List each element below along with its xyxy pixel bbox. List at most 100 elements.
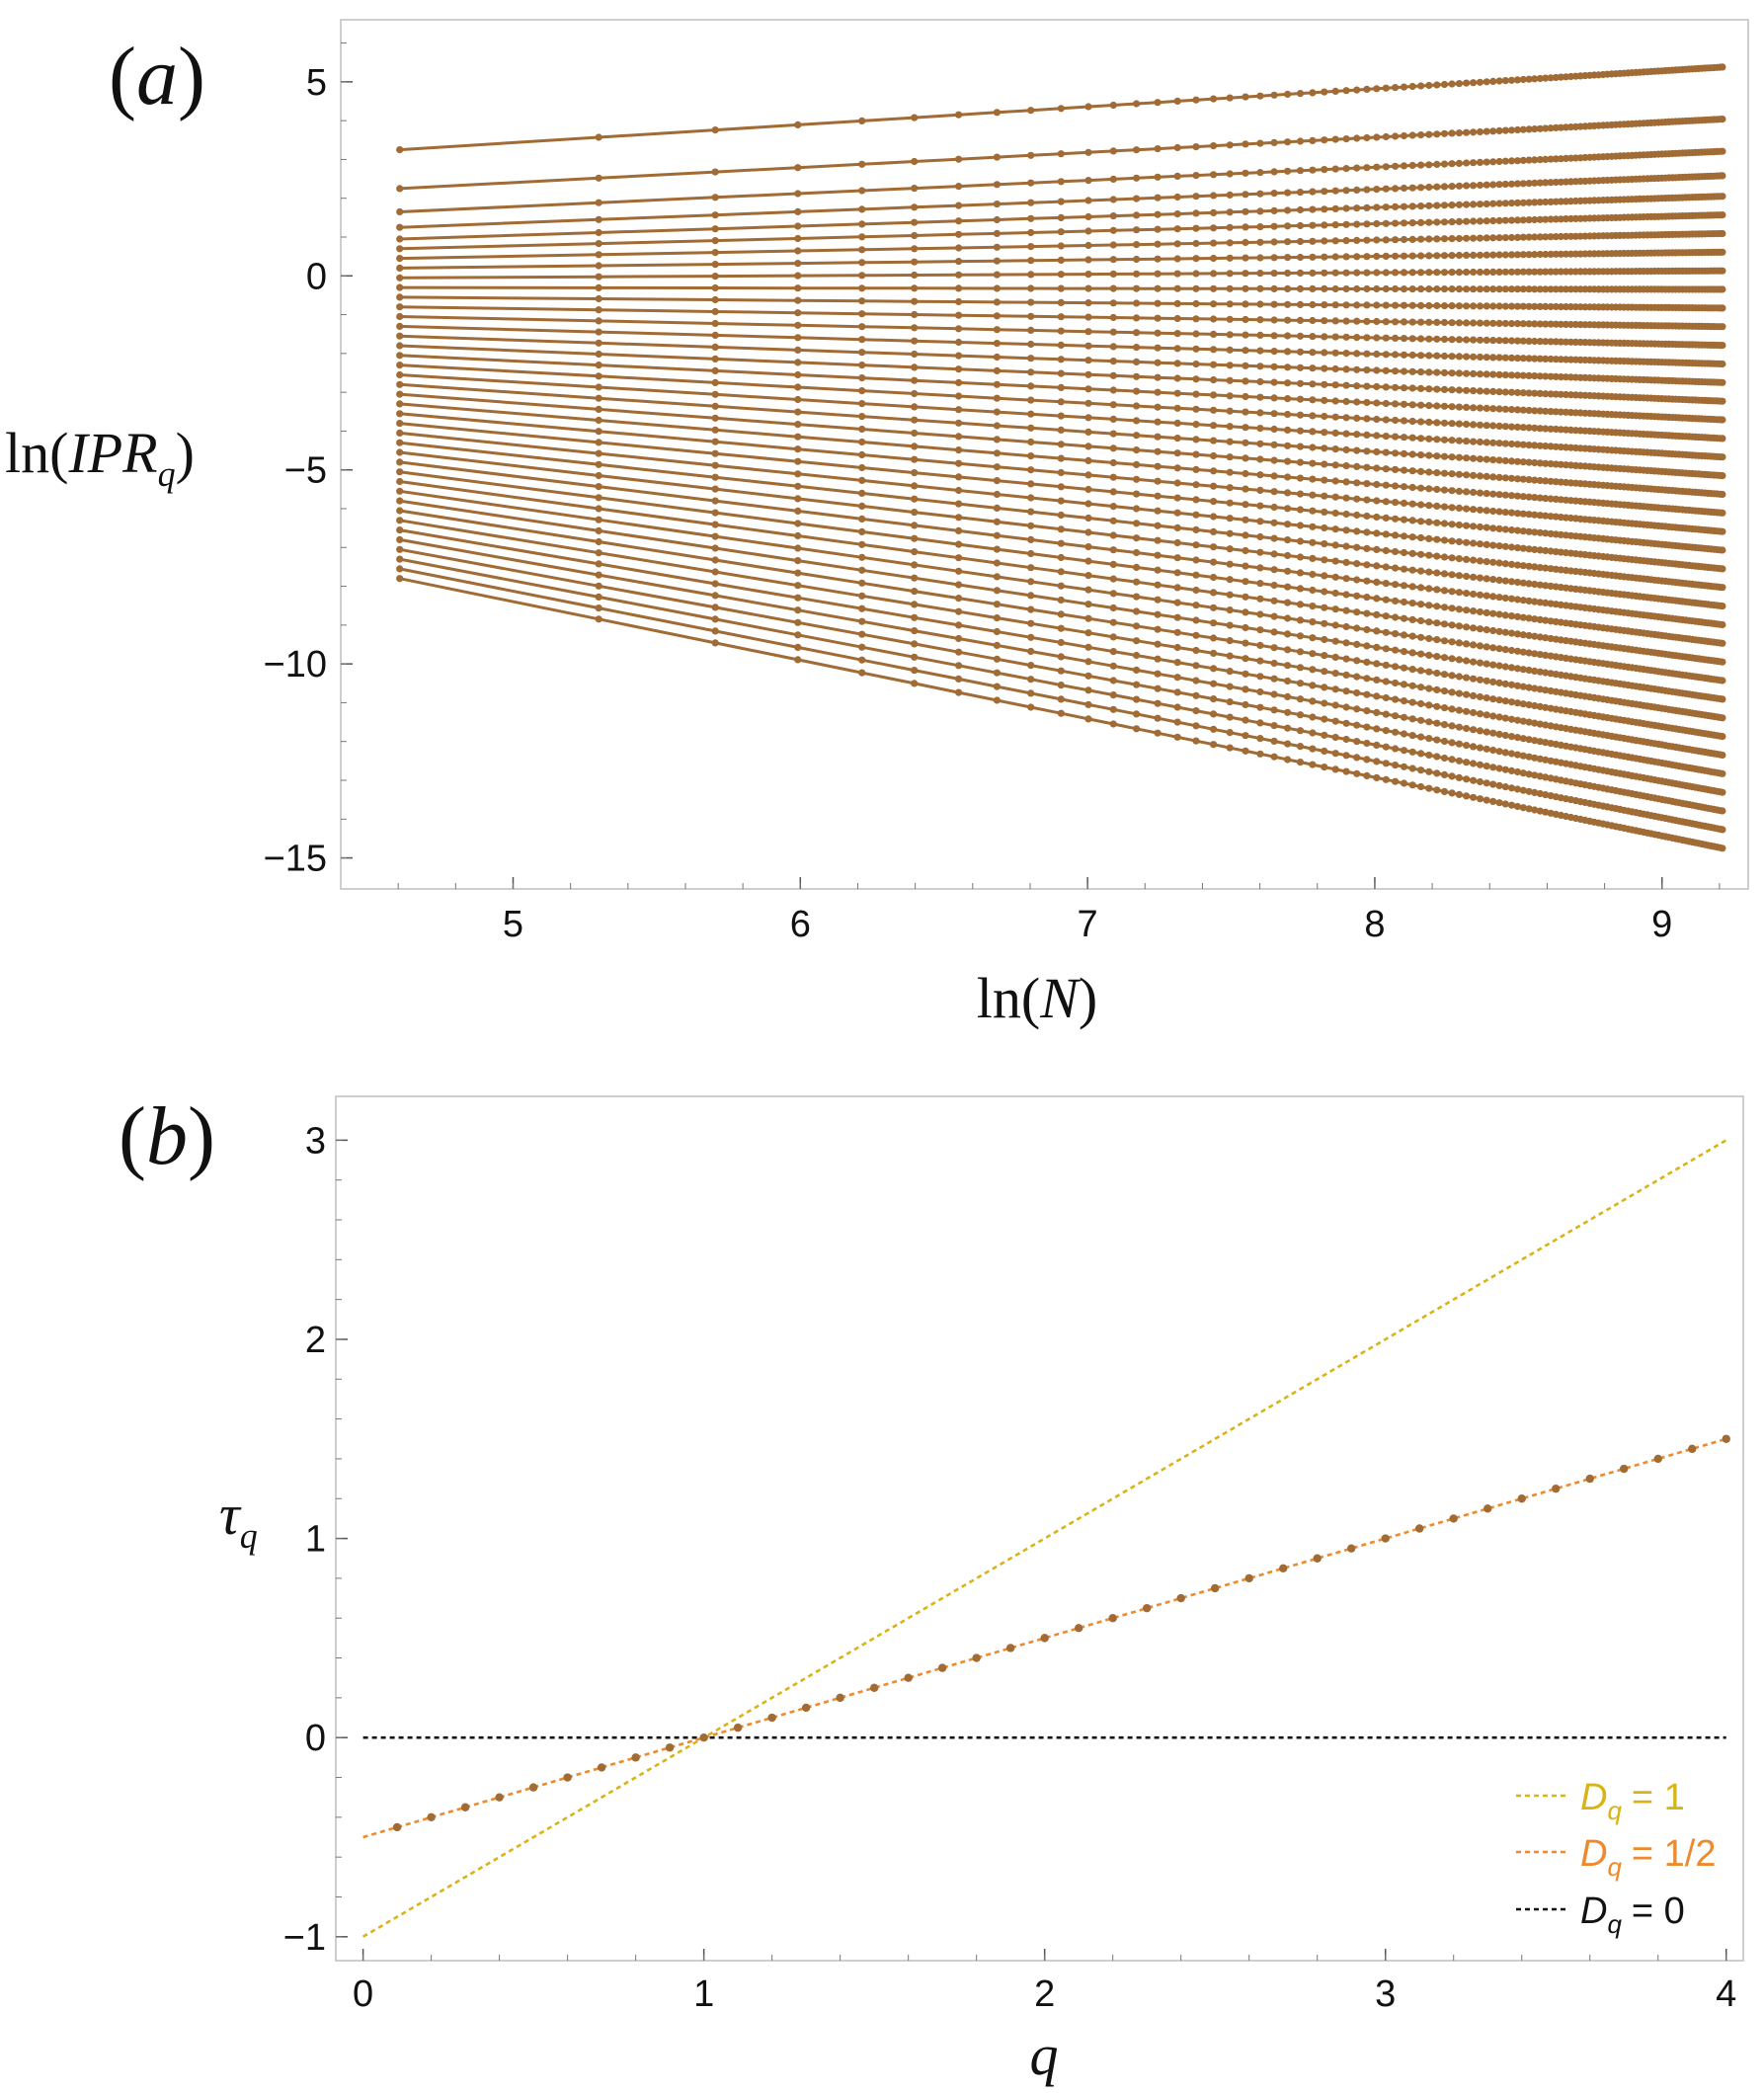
panel-a-data-point bbox=[1084, 686, 1092, 694]
panel-a-data-point bbox=[396, 477, 404, 486]
panel-b-reference-lines bbox=[361, 1139, 1727, 1938]
panel-b-data-point bbox=[733, 1723, 743, 1732]
panel-a-data-point bbox=[1489, 661, 1497, 669]
panel-a-data-point bbox=[711, 449, 719, 457]
panel-a-data-point bbox=[1440, 183, 1449, 191]
panel-a-data-point bbox=[1242, 238, 1249, 247]
panel-a-data-point bbox=[1154, 462, 1162, 470]
panel-a-data-point bbox=[1133, 255, 1141, 264]
panel-a-data-point bbox=[1519, 337, 1527, 345]
panel-a-data-point bbox=[1531, 737, 1539, 745]
panel-a-data-point bbox=[1133, 329, 1141, 337]
panel-a-data-point bbox=[1331, 284, 1339, 293]
panel-a-data-point bbox=[1719, 147, 1726, 155]
panel-a-data-point bbox=[1173, 404, 1181, 412]
panel-a-data-point bbox=[1425, 402, 1433, 410]
panel-a-data-point bbox=[1154, 536, 1162, 544]
panel-a-data-point bbox=[1495, 456, 1503, 464]
panel-a-data-point bbox=[1027, 326, 1035, 334]
panel-a-data-point bbox=[1433, 269, 1441, 277]
panel-a-data-point bbox=[1483, 78, 1490, 86]
panel-a-data-point bbox=[1353, 220, 1361, 228]
panel-a-data-point bbox=[1719, 416, 1726, 424]
panel-a-data-point bbox=[1495, 337, 1503, 345]
panel-a-data-point bbox=[1531, 389, 1539, 397]
panel-a-data-point bbox=[1417, 533, 1425, 542]
panel-a-data-point bbox=[1483, 660, 1490, 668]
panel-a-data-point bbox=[1331, 733, 1339, 742]
panel-a-data-point bbox=[1084, 572, 1092, 580]
panel-a-data-point bbox=[1531, 372, 1539, 380]
panel-a-data-point bbox=[1342, 575, 1350, 583]
panel-a-data-point bbox=[1408, 566, 1416, 574]
panel-a-data-point bbox=[1495, 319, 1503, 327]
panel-a-data-point bbox=[1400, 269, 1408, 277]
panel-b-label: (b) bbox=[119, 1090, 215, 1182]
panel-a-data-point bbox=[1440, 637, 1449, 645]
panel-a-data-point bbox=[1057, 610, 1065, 618]
panel-a-data-point bbox=[1557, 285, 1564, 293]
panel-a-data-point bbox=[1433, 160, 1441, 168]
panel-a-data-point bbox=[1226, 223, 1234, 231]
panel-a-data-point bbox=[1547, 320, 1555, 328]
panel-a-data-point bbox=[595, 460, 602, 468]
panel-a-data-point bbox=[1331, 765, 1339, 773]
panel-a-data-point bbox=[1382, 399, 1390, 408]
panel-a-data-point bbox=[1027, 382, 1035, 390]
panel-a-data-point bbox=[1210, 406, 1218, 414]
panel-a-data-point bbox=[1210, 192, 1218, 200]
panel-a-data-point bbox=[1242, 655, 1249, 663]
panel-a-data-point bbox=[1382, 645, 1390, 653]
panel-a-data-point bbox=[1363, 334, 1371, 342]
panel-a-data-point bbox=[1425, 235, 1433, 243]
legend-label: Dq = 1 bbox=[1580, 1777, 1685, 1825]
panel-a-data-point bbox=[1455, 706, 1463, 714]
panel-a-data-point bbox=[1242, 191, 1249, 199]
panel-a-data-point bbox=[1425, 218, 1433, 226]
panel-a-data-point bbox=[1408, 351, 1416, 360]
panel-a-data-point bbox=[1154, 418, 1162, 426]
panel-a-data-point bbox=[1057, 441, 1065, 448]
panel-a-data-point bbox=[858, 643, 866, 651]
panel-a-data-point bbox=[1525, 355, 1533, 362]
panel-a-data-point bbox=[1519, 216, 1527, 224]
panel-a-data-point bbox=[1547, 408, 1555, 416]
panel-a-data-point bbox=[1353, 640, 1361, 649]
panel-a-data-point bbox=[1270, 722, 1278, 730]
panel-a-data-point bbox=[1455, 437, 1463, 444]
panel-a-data-point bbox=[1392, 351, 1400, 359]
panel-a-data-point bbox=[1392, 162, 1400, 170]
panel-a-data-point bbox=[1173, 330, 1181, 338]
panel-a-data-point bbox=[1433, 130, 1441, 138]
panel-a-data-point bbox=[1133, 446, 1141, 454]
panel-a-data-point bbox=[1513, 388, 1522, 397]
panel-a-data-point bbox=[1256, 595, 1264, 603]
panel-a-data-point bbox=[1417, 285, 1425, 293]
panel-a-data-point bbox=[1547, 302, 1555, 311]
panel-a-data-point bbox=[1363, 415, 1371, 423]
panel-a-data-point bbox=[1463, 674, 1471, 682]
panel-a-data-point bbox=[1495, 662, 1503, 670]
panel-a-data-point bbox=[1173, 314, 1181, 323]
panel-a-data-point bbox=[858, 374, 866, 382]
panel-a-data-point bbox=[396, 448, 404, 456]
panel-a-data-point bbox=[1448, 420, 1456, 428]
panel-a-data-point bbox=[911, 245, 919, 253]
panel-a-data-point bbox=[911, 588, 919, 596]
panel-a-data-point bbox=[1242, 501, 1249, 509]
panel-b-data-point bbox=[972, 1653, 981, 1662]
panel-a-data-point bbox=[1470, 217, 1478, 225]
panel-a-data-point bbox=[1242, 424, 1249, 432]
panel-a-data-point bbox=[1270, 566, 1278, 574]
panel-a-data-point bbox=[1154, 403, 1162, 411]
panel-a-data-point bbox=[1270, 519, 1278, 526]
panel-a-data-point bbox=[1463, 590, 1471, 598]
panel-a-data-point bbox=[1408, 682, 1416, 689]
panel-a-data-point bbox=[1552, 425, 1560, 434]
panel-a-data-point bbox=[1495, 594, 1503, 602]
panel-a-data-point bbox=[1507, 354, 1516, 362]
panel-a-data-point bbox=[1173, 435, 1181, 443]
panel-a-data-point bbox=[1463, 201, 1471, 208]
panel-a-data-point bbox=[1173, 479, 1181, 487]
panel-a-data-point bbox=[1525, 406, 1533, 415]
